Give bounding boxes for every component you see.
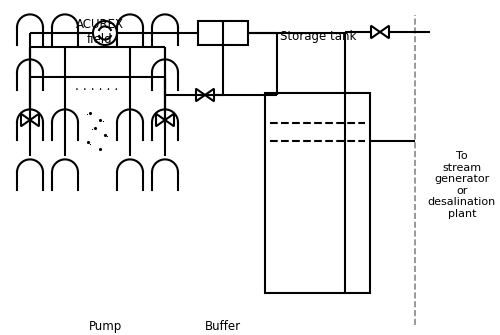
Circle shape	[93, 21, 117, 45]
Bar	[198, 21, 248, 45]
Text: Buffer: Buffer	[205, 320, 241, 333]
Text: Storage tank: Storage tank	[280, 30, 356, 43]
Polygon shape	[196, 89, 205, 101]
Polygon shape	[380, 26, 389, 38]
Polygon shape	[156, 114, 165, 126]
Text: To
stream
generator
or
desalination
plant: To stream generator or desalination plan…	[428, 151, 496, 219]
Text: ACUREX
field: ACUREX field	[76, 18, 124, 46]
Text: · · · · · ·: · · · · · ·	[76, 83, 118, 96]
Polygon shape	[371, 26, 380, 38]
Polygon shape	[30, 114, 39, 126]
Text: Pump: Pump	[88, 320, 122, 333]
Polygon shape	[165, 114, 174, 126]
Bar	[265, 93, 370, 293]
Polygon shape	[205, 89, 214, 101]
Polygon shape	[21, 114, 30, 126]
